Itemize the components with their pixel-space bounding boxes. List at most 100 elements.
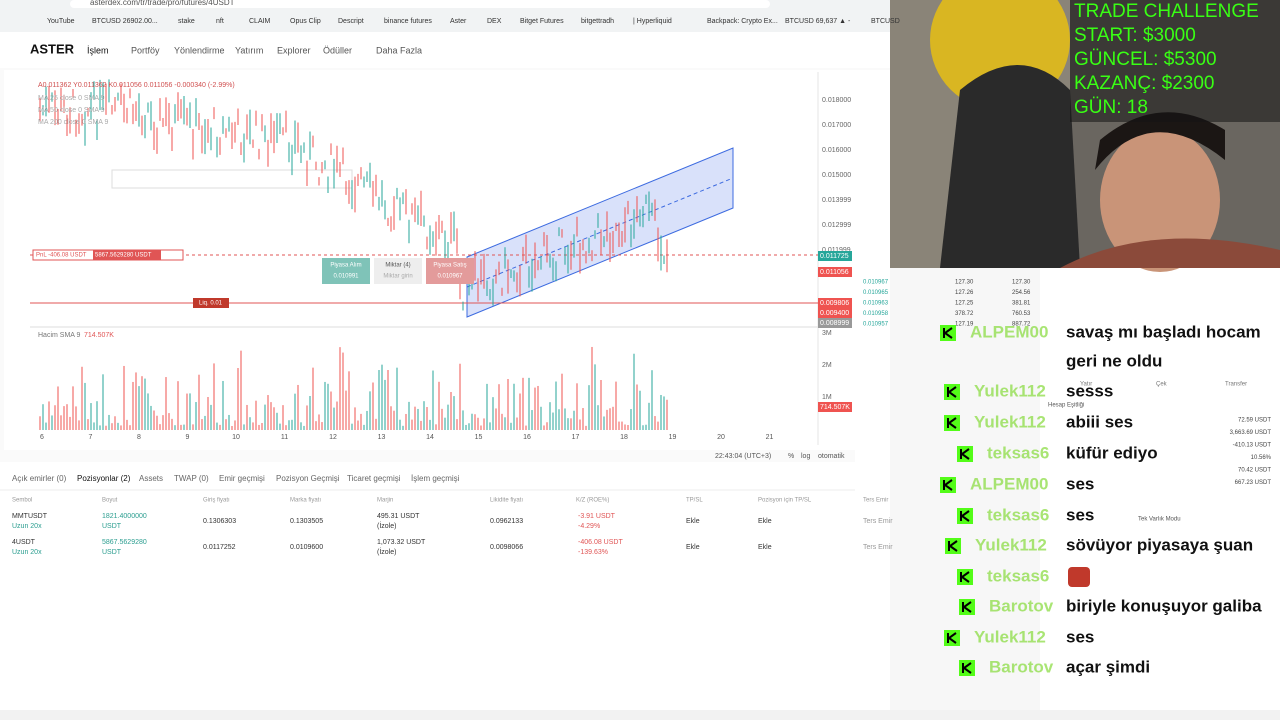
price-tag: 0.011725 [820,253,849,260]
chat-text: sesss [1066,381,1113,400]
chat-text: açar şimdi [1066,657,1150,676]
tab[interactable]: Assets [139,474,163,483]
table-cell: Ekle [686,544,700,551]
account-button[interactable]: Çek [1156,382,1168,388]
liq: Liq. 0.01 [199,301,223,307]
url: asterdex.com/tr/trade/pro/futures/4USDT [90,0,235,7]
order-button[interactable] [426,258,474,284]
chat-text: ses [1066,627,1094,646]
badge [944,630,960,646]
table-header: Sembol [12,498,32,504]
challenge-line: TRADE CHALLENGE [1074,1,1259,22]
account-value: 70.42 USDT [1238,468,1271,474]
price-tag-bg [818,298,852,308]
tab[interactable]: Pozisyonlar (2) [77,474,131,483]
badge [940,477,956,493]
bookmark: Backpack: Crypto Ex... [707,18,778,25]
bookmark: BTCUSD 69,637 ▲ - [785,18,851,25]
table-cell: 0.1303505 [290,518,323,525]
orderbook-cell: 0.010965 [863,290,889,296]
orderbook-cell: 0.010958 [863,311,889,317]
table-cell: USDT [102,523,122,530]
volume-tick: 3M [822,330,832,337]
order-button[interactable] [374,258,422,284]
price-tag-bg [818,308,852,318]
channel-mid [466,177,734,288]
bookmark: bitgettradh [581,18,614,25]
chat-text: ses [1066,474,1094,493]
indicator: MA 200 close 0 SMA 9 [38,119,109,126]
order-label: Piyasa Alım [330,263,361,269]
table-cell: 5867.5629280 [102,539,147,546]
date-label: 16 [523,434,531,441]
badge [945,538,961,554]
chat-user: Yulek112 [974,412,1046,431]
badge-k [948,540,958,552]
webcam [890,0,1280,272]
positions-panel [0,462,890,710]
table-cell: 0.0098066 [490,544,523,551]
chat-text: biriyle konuşuyor galiba [1066,596,1262,615]
account-value: 3,663.69 USDT [1230,430,1272,436]
date-label: 8 [137,434,141,441]
overlay-bg [1070,0,1280,122]
account-title: Hesap Eşitliği [1048,403,1084,409]
table-header: K/Z (ROE%) [576,498,609,504]
challenge-line: KAZANÇ: $2300 [1074,73,1214,94]
chair [940,65,1080,268]
price-tick: 0.015000 [822,172,851,179]
table-cell: -3.91 USDT [578,513,616,520]
account-button[interactable]: Yatır [1080,382,1092,388]
table-cell: Ekle [758,544,772,551]
date-label: 13 [378,434,386,441]
chat-text: abiii ses [1066,412,1133,431]
ticker-bar [0,710,1280,720]
chat-user: teksas6 [987,505,1049,524]
badge-k [962,662,972,674]
badge [944,415,960,431]
pnl: PnL -406.08 USDT [36,253,87,259]
bookmark: | Hyperliquid [633,18,672,25]
date-label: 18 [620,434,628,441]
volume-value: 714.507K [84,332,114,339]
bookmark: BTCUSD 26902.00... [92,18,158,25]
drawing-toolbar [111,169,353,189]
badge-k [962,601,972,613]
order-label: Miktar (4) [385,263,410,269]
chat-text: sövüyor piyasaya şuan [1066,535,1253,554]
bookmark: binance futures [384,18,432,25]
table-header: Marjin [377,498,393,504]
badge [940,325,956,341]
tab[interactable]: İşlem geçmişi [411,474,460,483]
table-header: Likidite fiyatı [490,498,523,504]
table-cell: -139.63% [578,549,608,556]
chat-user: teksas6 [987,566,1049,585]
chat-text: geri ne oldu [1066,351,1162,370]
bookmark: DEX [487,18,502,25]
table-cell: 1,073.32 USDT [377,539,426,546]
challenge-line: START: $3000 [1074,25,1196,46]
date-label: 19 [669,434,677,441]
order-button[interactable] [322,258,370,284]
badge-k [943,479,953,491]
table-cell: 1821.4000000 [102,513,147,520]
badge-k [960,448,970,460]
orderbook-cell: 887.72 [1012,322,1031,328]
account-button[interactable]: Transfer [1225,382,1247,388]
tab[interactable]: Ticaret geçmişi [347,474,401,483]
tab[interactable]: Pozisyon Geçmişi [276,474,340,483]
tab[interactable]: Emir geçmişi [219,474,265,483]
chat-user: Yulek112 [975,535,1047,554]
table-cell: Uzun 20x [12,523,42,530]
tab[interactable]: Açık emirler (0) [12,474,67,483]
orderbook-cell: 127.25 [955,301,974,307]
table-cell: 0.1306303 [203,518,236,525]
account-value: 10.56% [1251,455,1272,461]
ohlc: A0.011362 Y0.011362 K0.011056 0.011056 -… [38,82,235,89]
orderbook-cell: 378.72 [955,311,974,317]
order-value: 0.010967 [437,274,463,280]
table-header: Marka fiyatı [290,498,321,504]
tab[interactable]: TWAP (0) [174,474,209,483]
date-label: 7 [89,434,93,441]
chat-user: Yulek112 [974,627,1046,646]
